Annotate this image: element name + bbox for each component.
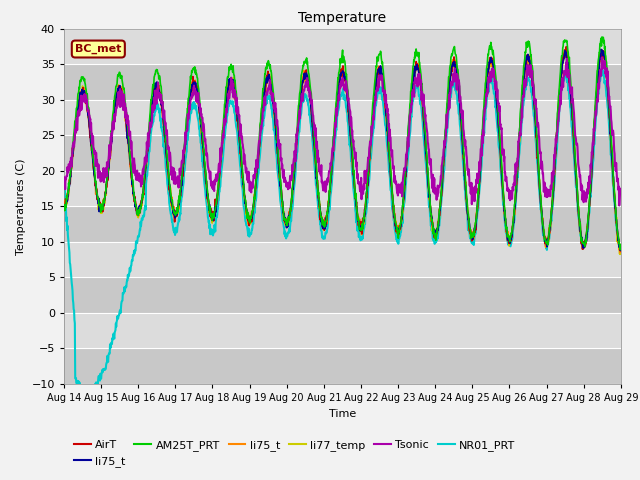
Bar [64,348,621,384]
Bar [64,100,621,135]
Y-axis label: Temperatures (C): Temperatures (C) [16,158,26,255]
Bar [64,313,621,348]
Bar [64,171,621,206]
X-axis label: Time: Time [329,408,356,419]
Bar [64,206,621,242]
Bar [64,277,621,313]
Bar [64,242,621,277]
Title: Temperature: Temperature [298,11,387,25]
Bar [64,135,621,171]
Bar [64,29,621,64]
Legend: AirT, li75_t, AM25T_PRT, li75_t, li77_temp, Tsonic, NR01_PRT: AirT, li75_t, AM25T_PRT, li75_t, li77_te… [70,436,520,471]
Bar [64,64,621,100]
Text: BC_met: BC_met [75,44,122,54]
